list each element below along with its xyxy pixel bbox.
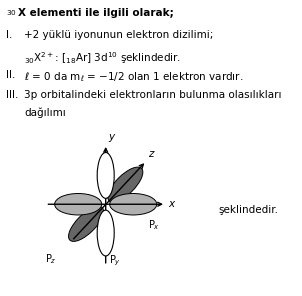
Text: şeklindedir.: şeklindedir. [218, 205, 278, 215]
Ellipse shape [69, 206, 104, 242]
Text: I.: I. [6, 30, 12, 40]
Text: $_{30}$: $_{30}$ [6, 8, 17, 18]
Ellipse shape [97, 152, 114, 198]
Ellipse shape [108, 167, 143, 202]
Ellipse shape [55, 194, 102, 215]
Text: II.: II. [6, 70, 15, 80]
Ellipse shape [110, 194, 157, 215]
Text: x: x [168, 199, 174, 209]
Text: 3p orbitalindeki elektronların bulunma olasılıkları: 3p orbitalindeki elektronların bulunma o… [24, 90, 281, 100]
Text: $_{30}$X$^{2+}$: [$_{18}$Ar] 3d$^{10}$ şeklindedir.: $_{30}$X$^{2+}$: [$_{18}$Ar] 3d$^{10}$ ş… [24, 50, 181, 66]
Text: +2 yüklü iyonunun elektron dizilimi;: +2 yüklü iyonunun elektron dizilimi; [24, 30, 214, 40]
Ellipse shape [97, 210, 114, 256]
Text: P$_z$: P$_z$ [45, 253, 56, 266]
Text: P$_y$: P$_y$ [109, 253, 121, 268]
Text: y: y [108, 132, 114, 142]
Text: dağılımı: dağılımı [24, 108, 66, 118]
Text: X elementi ile ilgili olarak;: X elementi ile ilgili olarak; [18, 8, 174, 18]
Text: III.: III. [6, 90, 18, 100]
Text: $\ell$ = 0 da m$_{\ell}$ = $-$1/2 olan 1 elektron vardır.: $\ell$ = 0 da m$_{\ell}$ = $-$1/2 olan 1… [24, 70, 243, 84]
Text: z: z [148, 149, 154, 159]
Text: P$_x$: P$_x$ [148, 219, 160, 232]
